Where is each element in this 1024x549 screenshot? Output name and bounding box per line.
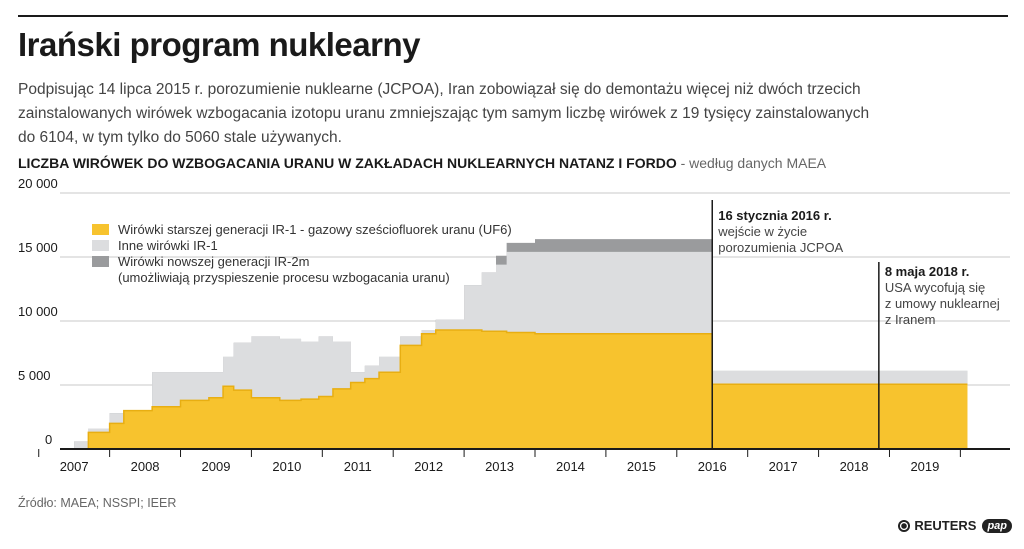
pap-logo: pap (982, 518, 1012, 533)
event-text: porozumienia JCPOA (718, 240, 843, 255)
x-tick-label: 2011 (344, 459, 372, 474)
reuters-logo: REUTERS (898, 518, 976, 533)
x-tick-label: 2010 (272, 459, 301, 474)
legend-swatch (92, 224, 109, 235)
x-tick-label: 2015 (627, 459, 656, 474)
x-tick-label: 2013 (485, 459, 514, 474)
event-title: 16 stycznia 2016 r. (718, 208, 831, 223)
description: Podpisując 14 lipca 2015 r. porozumienie… (18, 78, 1018, 150)
chart-subtitle: LICZBA WIRÓWEK DO WZBOGACANIA URANU W ZA… (18, 155, 826, 171)
y-tick-label: 15 000 (18, 240, 58, 255)
x-tick-label: 2009 (202, 459, 231, 474)
event-text: wejście w życie (717, 224, 807, 239)
event-text: z umowy nuklearnej (885, 296, 1000, 311)
x-tick-label: 2007 (60, 459, 89, 474)
x-tick-label: 2017 (769, 459, 798, 474)
x-tick-label: 2018 (840, 459, 869, 474)
y-tick-label: 0 (45, 432, 52, 447)
event-title: 8 maja 2018 r. (885, 264, 970, 279)
legend-swatch (92, 256, 109, 267)
y-tick-label: 20 000 (18, 176, 58, 191)
x-tick-label: 2012 (414, 459, 443, 474)
top-rule (18, 15, 1008, 17)
area-ir1-uf6 (74, 329, 968, 449)
y-tick-label: 10 000 (18, 304, 58, 319)
x-tick-label: 2014 (556, 459, 585, 474)
description-line: zainstalowanych wirówek wzbogacania izot… (18, 105, 870, 122)
area-ir1-uf6-edge (74, 329, 968, 450)
event-text: USA wycofują się (885, 280, 985, 295)
page-title: Irański program nuklearny (18, 26, 420, 63)
legend-label: Wirówki starszej generacji IR-1 - gazowy… (118, 222, 512, 237)
chart-subtitle-bold: LICZBA WIRÓWEK DO WZBOGACANIA URANU W ZA… (18, 155, 677, 171)
legend-label: Wirówki nowszej generacji IR-2m (118, 254, 309, 269)
y-tick-label: 5 000 (18, 368, 51, 383)
agency-logos: REUTERS pap (898, 518, 1012, 533)
legend-label: Inne wirówki IR-1 (118, 238, 218, 253)
x-tick-label: 2016 (698, 459, 727, 474)
description-line: do 6104, w tym tylko do 5060 stale używa… (18, 129, 342, 146)
event-text: z Iranem (885, 312, 936, 327)
description-line: Podpisując 14 lipca 2015 r. porozumienie… (18, 81, 861, 98)
x-tick-label: 2008 (131, 459, 160, 474)
source-note: Źródło: MAEA; NSSPI; IEER (18, 496, 177, 510)
reuters-label: REUTERS (914, 518, 977, 533)
legend-swatch (92, 240, 109, 251)
x-tick-label: 2019 (910, 459, 939, 474)
reuters-dots-icon (898, 519, 911, 532)
chart-subtitle-source: - według danych MAEA (676, 155, 827, 171)
legend-label: (umożliwiają przyspieszenie procesu wzbo… (118, 270, 450, 285)
